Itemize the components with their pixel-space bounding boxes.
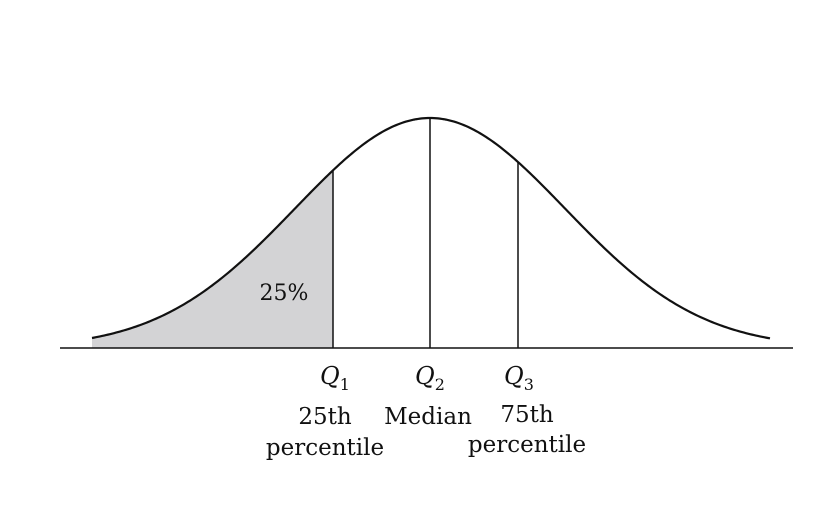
bell-curve bbox=[91, 116, 771, 340]
q3-description-line-2: percentile bbox=[468, 432, 586, 458]
q1-description-line-1: 25th bbox=[298, 404, 352, 430]
shaded-area-25-percent bbox=[92, 170, 333, 348]
q1-description-line-2: percentile bbox=[266, 435, 384, 461]
q3-description-line-1: 75th bbox=[500, 402, 554, 428]
q2-label: Q2 bbox=[415, 362, 445, 394]
q1-label: Q1 bbox=[320, 362, 350, 394]
q3-label: Q3 bbox=[504, 362, 534, 394]
q2-description: Median bbox=[384, 404, 472, 430]
shaded-area-label: 25% bbox=[260, 281, 309, 306]
